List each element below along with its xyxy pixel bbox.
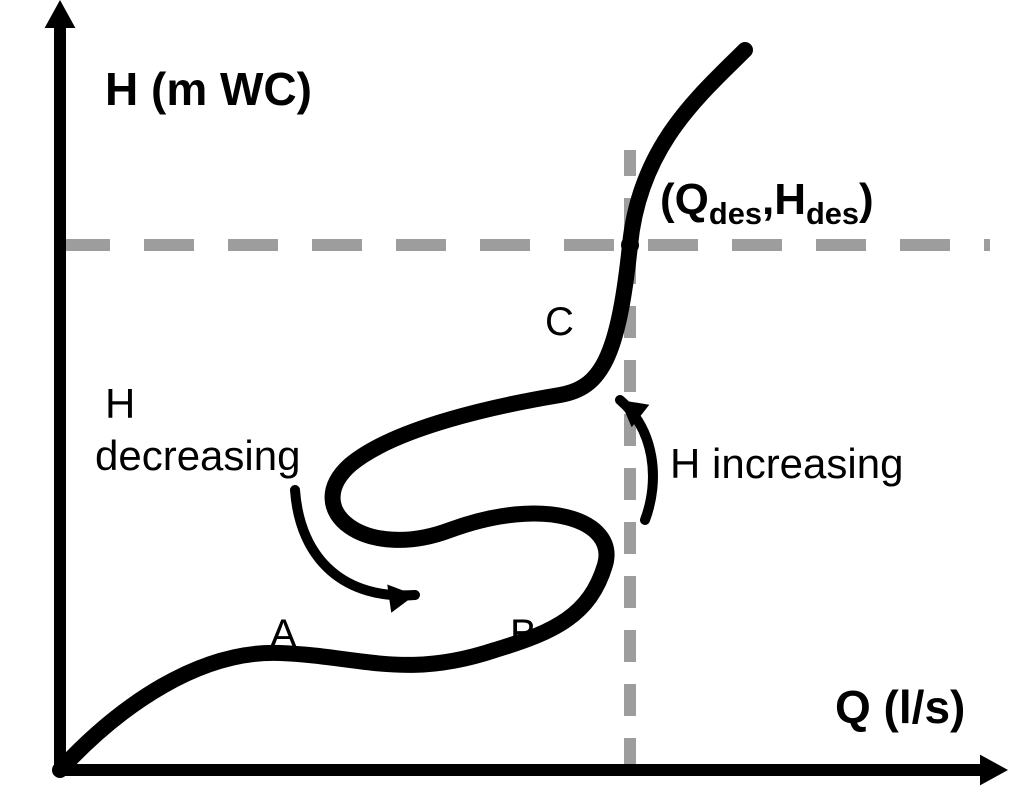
design-point-label: (Qdes,Hdes): [660, 175, 874, 232]
point-c-label: C: [545, 300, 574, 345]
pump-curve-diagram: H (m WC) Q (l/s) (Qdes,Hdes) H decreasin…: [0, 0, 1024, 801]
design-point: [621, 236, 639, 254]
point-b-label: B: [510, 612, 537, 657]
x-axis-label: Q (l/s): [835, 680, 965, 734]
y-axis-label: H (m WC): [105, 62, 312, 116]
point-a-label: A: [270, 612, 297, 657]
h-decreasing-label-line2: decreasing: [95, 432, 300, 480]
h-decreasing-label-line1: H: [105, 380, 135, 428]
h-increasing-label: H increasing: [670, 440, 903, 488]
